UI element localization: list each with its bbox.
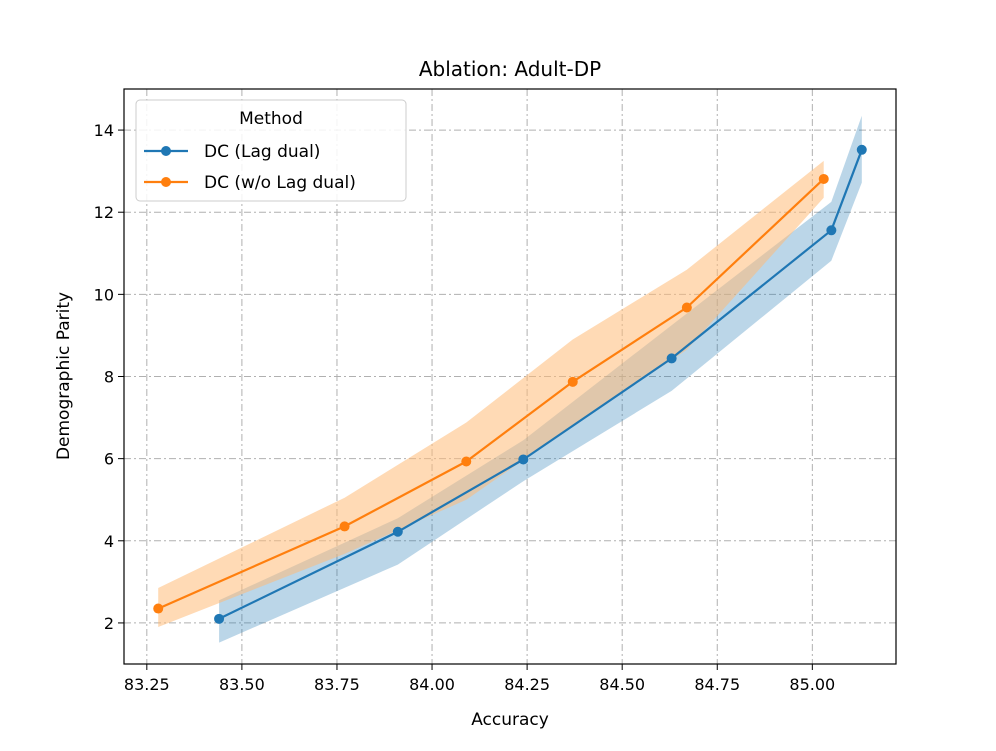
legend-entries: DC (Lag dual) DC (w/o Lag dual) (144, 142, 356, 193)
y-axis-label: Demographic Parity (54, 292, 74, 460)
legend-label: DC (w/o Lag dual) (204, 173, 356, 193)
y-tick-label: 4 (104, 532, 114, 551)
legend-title: Method (239, 109, 303, 129)
data-point (461, 456, 472, 467)
x-tick-label: 83.75 (314, 675, 360, 694)
y-tick-label: 10 (94, 285, 114, 304)
data-point (856, 144, 867, 155)
data-point (666, 353, 677, 364)
data-point (339, 521, 350, 532)
y-axis-ticks: 2 4 6 8 10 12 14 (94, 121, 124, 633)
data-point (392, 526, 403, 537)
series-line (218, 149, 863, 620)
chart-title: Ablation: Adult-DP (419, 57, 601, 81)
x-axis-label: Accuracy (471, 710, 549, 730)
x-tick-label: 84.00 (409, 675, 455, 694)
y-tick-label: 2 (104, 614, 114, 633)
data-point (681, 302, 692, 313)
confidence-band (158, 160, 824, 627)
data-point (567, 376, 578, 387)
y-tick-label: 14 (94, 121, 114, 140)
y-tick-label: 6 (104, 450, 114, 469)
legend-box (135, 99, 407, 202)
legend: Method DC (Lag dual) DC (w/o Lag dual) (135, 99, 407, 202)
data-point (214, 613, 225, 624)
series-line (157, 178, 825, 610)
data-point (826, 225, 837, 236)
data-point (153, 603, 164, 614)
data-point (518, 454, 529, 465)
x-tick-label: 83.50 (219, 675, 265, 694)
legend-marker (161, 146, 171, 156)
confidence-bands (158, 115, 862, 643)
confidence-band (219, 115, 862, 643)
x-tick-label: 83.25 (124, 675, 170, 694)
y-tick-label: 8 (104, 368, 114, 387)
data-point (818, 173, 829, 184)
x-tick-label: 85.00 (789, 675, 835, 694)
legend-marker (161, 177, 171, 187)
x-tick-label: 84.25 (504, 675, 550, 694)
series-lines (157, 149, 863, 620)
series-points (153, 144, 867, 624)
x-axis-ticks: 83.25 83.50 83.75 84.00 84.25 84.50 84.75 85.00 (124, 664, 835, 694)
x-tick-label: 84.50 (599, 675, 645, 694)
y-tick-label: 12 (94, 203, 114, 222)
legend-label: DC (Lag dual) (204, 142, 320, 162)
x-tick-label: 84.75 (694, 675, 740, 694)
